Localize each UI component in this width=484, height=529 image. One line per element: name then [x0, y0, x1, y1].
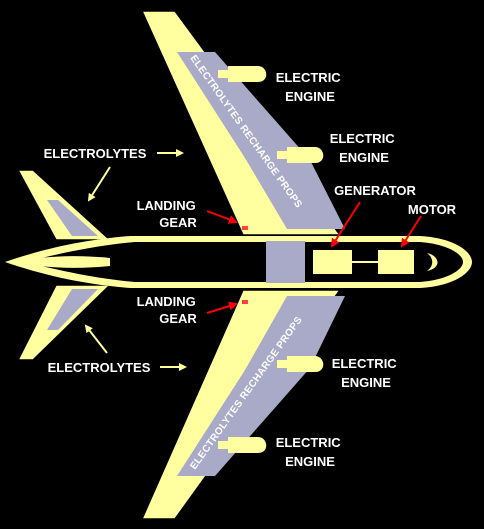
lower-tail-panel — [47, 289, 98, 330]
engine-2 — [277, 147, 324, 163]
motor-arrow — [400, 215, 422, 248]
electrolytes-bottom-arrow-up — [84, 324, 108, 354]
generator-label: GENERATOR — [334, 183, 416, 198]
fuselage — [5, 236, 472, 288]
generator-box — [313, 250, 352, 274]
center-box — [266, 241, 305, 283]
generator-arrow — [330, 201, 361, 248]
engine-4 — [218, 437, 267, 453]
motor-box — [378, 250, 414, 274]
landing-gear-bottom-mark — [242, 300, 248, 304]
lower-wing-panel — [177, 296, 345, 476]
electrolytes-top-arrow-down — [87, 166, 111, 202]
electric-engine-label-1: ELECTRIC ENGINE — [276, 70, 345, 104]
engine-1 — [218, 66, 267, 82]
lower-tail — [16, 284, 112, 361]
electrolytes-bottom-label: ELECTROLYTES — [48, 360, 151, 375]
engine-3 — [277, 356, 324, 372]
electric-engine-label-3: ELECTRIC ENGINE — [332, 356, 401, 390]
electric-engine-label-2: ELECTRIC ENGINE — [330, 131, 399, 165]
electrolytes-top-label: ELECTROLYTES — [44, 146, 147, 161]
upper-wing-panel — [177, 52, 345, 229]
landing-gear-top-arrow — [206, 210, 238, 224]
upper-tail — [16, 169, 112, 241]
motor-label: MOTOR — [408, 202, 457, 217]
landing-gear-top-mark — [242, 226, 248, 230]
cockpit-arc — [427, 253, 438, 271]
landing-gear-top-label: LANDING GEAR — [137, 198, 200, 230]
upper-tail-panel — [47, 200, 98, 236]
landing-gear-bottom-label: LANDING GEAR — [137, 294, 200, 326]
landing-gear-bottom-arrow — [206, 301, 238, 314]
electric-engine-label-4: ELECTRIC ENGINE — [276, 435, 345, 469]
lower-wing — [140, 289, 345, 520]
